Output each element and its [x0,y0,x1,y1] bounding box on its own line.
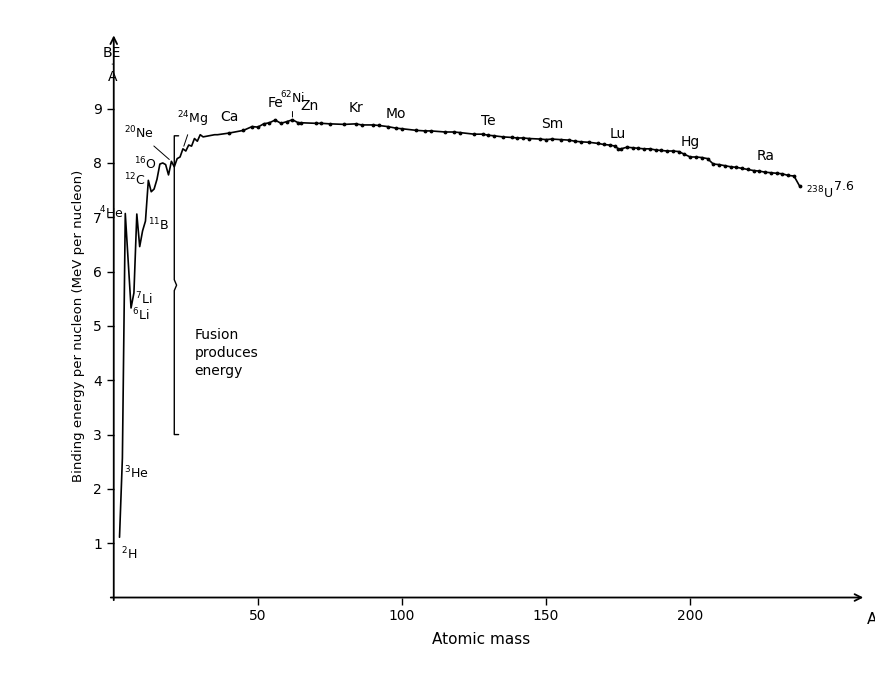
Text: $^{3}$He: $^{3}$He [124,464,149,481]
Text: $^{11}$B: $^{11}$B [149,217,170,234]
Text: Ca: Ca [220,110,238,124]
Text: Ra: Ra [756,149,774,163]
Text: Mo: Mo [386,107,407,121]
Text: BE: BE [103,45,122,60]
Text: $^{2}$H: $^{2}$H [121,546,137,562]
Text: $^{24}$Mg: $^{24}$Mg [177,110,208,146]
Text: Kr: Kr [348,101,363,115]
Text: $^{7}$Li: $^{7}$Li [136,291,152,307]
Text: Te: Te [481,113,496,128]
Text: Fusion
produces
energy: Fusion produces energy [194,328,258,378]
Text: Sm: Sm [541,117,563,132]
Text: $^{20}$Ne: $^{20}$Ne [124,125,169,160]
Text: Lu: Lu [610,127,626,141]
Y-axis label: Binding energy per nucleon (MeV per nucleon): Binding energy per nucleon (MeV per nucl… [72,170,85,482]
Text: $^{12}$C: $^{12}$C [123,172,145,189]
X-axis label: Atomic mass: Atomic mass [432,631,530,646]
Text: $^{4}$He: $^{4}$He [99,205,124,222]
Text: Zn: Zn [301,99,318,113]
Text: $^{62}$Ni: $^{62}$Ni [280,90,305,117]
Text: $^{16}$O: $^{16}$O [134,155,157,172]
Text: $^{238}$U: $^{238}$U [806,185,833,201]
Text: A: A [866,612,875,627]
Text: $^{6}$Li: $^{6}$Li [132,307,150,323]
Text: Fe: Fe [267,96,283,110]
Text: Hg: Hg [681,135,700,149]
Text: A: A [108,69,117,84]
Text: 7.6: 7.6 [835,180,854,193]
